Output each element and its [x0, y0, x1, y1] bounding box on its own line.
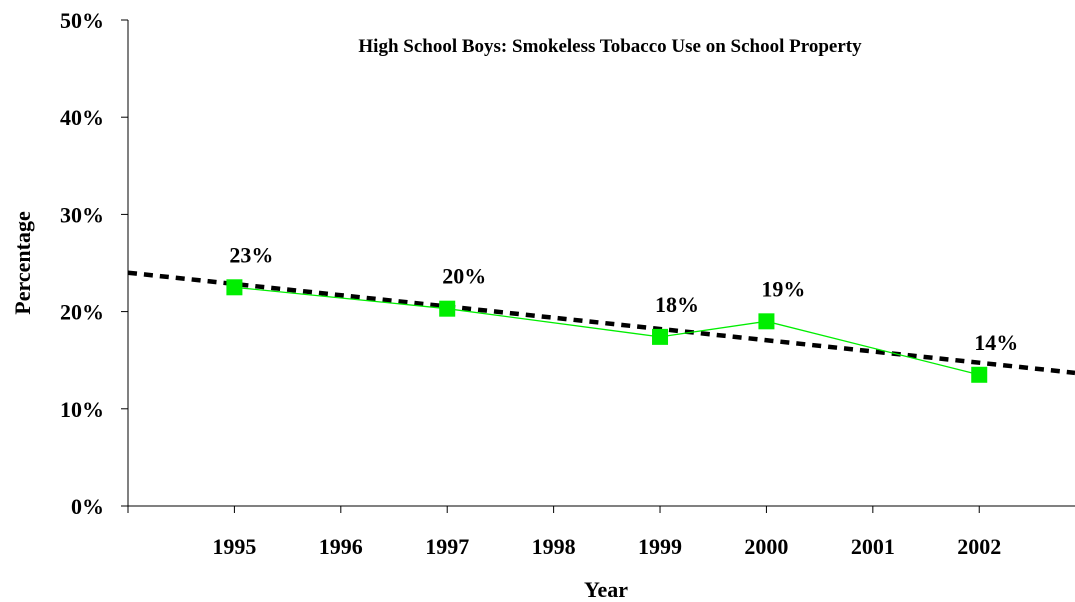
data-point-marker	[652, 328, 669, 345]
axes: 0% 10% 20% 30% 40% 50% 1995 1996 1997 1998 1999 20…	[60, 8, 1075, 559]
series-layer	[226, 279, 988, 383]
y-tick-label: 20%	[60, 300, 104, 325]
x-tick-label: 1996	[319, 534, 363, 559]
y-tick-label: 10%	[60, 397, 104, 422]
data-label: 20%	[442, 264, 486, 289]
data-point-marker	[971, 366, 988, 383]
x-axis-title: Year	[584, 577, 628, 602]
y-tick-label: 40%	[60, 105, 104, 130]
x-ticks: 1995 1996 1997 1998 1999 2000 2001 2002	[127, 506, 1001, 559]
data-label: 19%	[761, 276, 805, 301]
data-label: 18%	[655, 292, 699, 317]
x-tick-label: 2002	[957, 534, 1001, 559]
series-line	[234, 286, 980, 376]
chart-title: High School Boys: Smokeless Tobacco Use …	[358, 36, 862, 57]
trendline	[127, 270, 1075, 376]
data-point-marker	[226, 279, 243, 296]
data-labels: 23% 20% 18% 19% 14%	[229, 242, 1018, 354]
x-tick-label: 1998	[532, 534, 576, 559]
x-tick-label: 1995	[212, 534, 256, 559]
x-tick-label: 1999	[638, 534, 682, 559]
y-tick-label: 0%	[71, 494, 104, 519]
data-label: 23%	[229, 242, 273, 267]
data-label: 14%	[974, 330, 1018, 355]
data-point-marker	[439, 300, 456, 317]
x-tick-label: 2001	[851, 534, 895, 559]
y-ticks: 0% 10% 20% 30% 40% 50%	[60, 8, 128, 519]
y-tick-label: 30%	[60, 202, 104, 227]
trendline-layer	[127, 270, 1075, 376]
y-axis-title: Percentage	[10, 211, 35, 315]
y-tick-label: 50%	[60, 8, 104, 33]
x-tick-label: 2000	[744, 534, 788, 559]
data-point-marker	[758, 313, 775, 330]
x-tick-label: 1997	[425, 534, 469, 559]
